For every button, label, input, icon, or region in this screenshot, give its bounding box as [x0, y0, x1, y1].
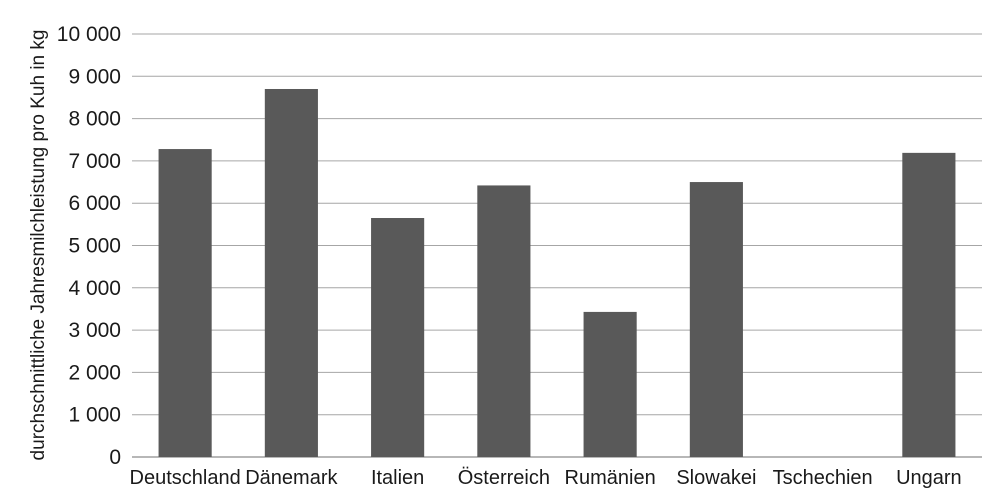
y-tick-label: 3 000	[68, 319, 121, 342]
x-category-label: Deutschland	[130, 467, 241, 489]
bar-deutschland	[158, 149, 212, 457]
gridlines	[132, 33, 982, 458]
x-category-label: Österreich	[458, 467, 550, 489]
y-tick-label: 1 000	[68, 404, 121, 427]
y-tick-label: 9 000	[68, 65, 121, 88]
bar-ungarn	[902, 152, 956, 457]
x-category-label: Italien	[371, 467, 424, 489]
x-category-label: Slowakei	[676, 467, 756, 489]
bar-österreich	[477, 185, 531, 457]
bar-dänemark	[264, 88, 318, 458]
y-tick-label: 0	[109, 446, 121, 469]
y-tick-label: 2 000	[68, 361, 121, 384]
y-tick-label: 10 000	[57, 23, 121, 46]
bars	[158, 88, 956, 458]
x-category-label: Tschechien	[773, 467, 873, 489]
x-category-label: Dänemark	[245, 467, 338, 489]
y-tick-label: 5 000	[68, 235, 121, 258]
y-tick-label: 7 000	[68, 150, 121, 173]
x-axis-categories: Deutschland Dänemark Italien Österreich Rumä…	[130, 467, 962, 489]
y-tick-label: 6 000	[68, 192, 121, 215]
y-tick-label: 4 000	[68, 277, 121, 300]
x-category-label: Rumänien	[565, 467, 656, 489]
bar-slowakei	[689, 182, 743, 458]
bar-rumänien	[583, 311, 637, 457]
y-axis-title: durchschnittliche Jahresmilchleistung pr…	[28, 30, 49, 461]
bar-italien	[371, 218, 425, 457]
y-tick-label: 8 000	[68, 108, 121, 131]
y-axis-ticks: 0 1 000 2 000 3 000 4 000 5 000 6 000 7 000 8 00…	[57, 23, 121, 469]
x-category-label: Ungarn	[896, 467, 962, 489]
